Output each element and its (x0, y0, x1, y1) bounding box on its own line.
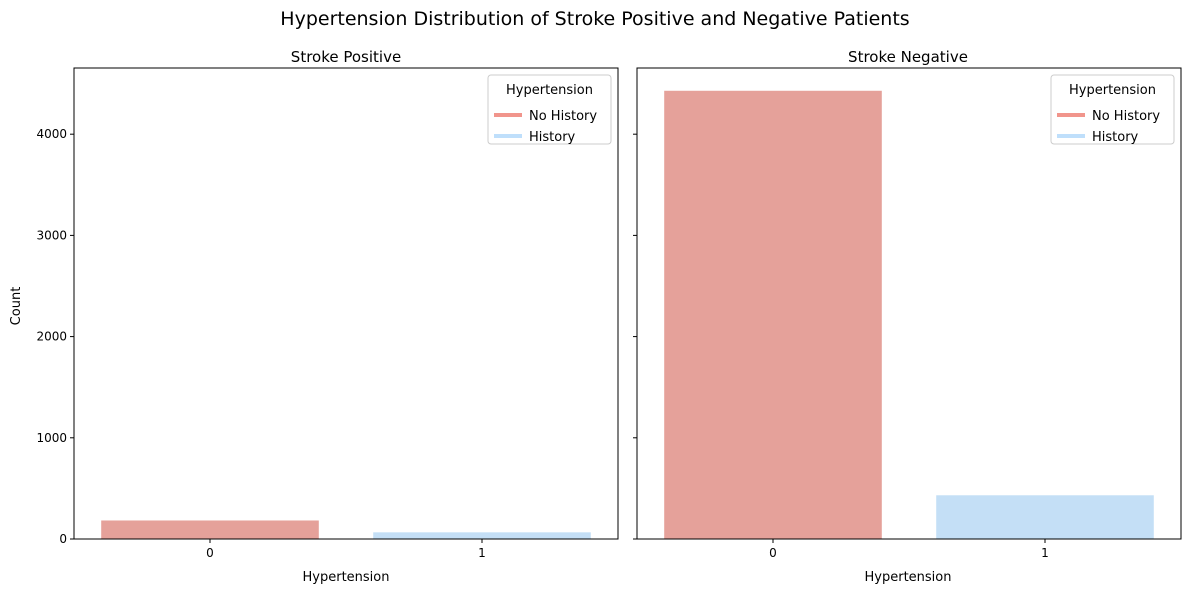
y-tick-label: 1000 (36, 431, 67, 445)
legend-box (487, 74, 612, 145)
y-tick-label: 0 (59, 532, 67, 546)
plot-frame (636, 67, 1182, 540)
legend-entry-label: No History (1092, 109, 1160, 124)
x-tick-label: 1 (478, 546, 486, 560)
y-axis-label: Count (9, 287, 24, 326)
plot-frame (73, 67, 619, 540)
bar-0 (664, 90, 882, 539)
x-tick-label: 0 (206, 546, 214, 560)
x-tick-label: 1 (1041, 546, 1049, 560)
x-tick-label: 0 (769, 546, 777, 560)
figure-suptitle: Hypertension Distribution of Stroke Posi… (280, 8, 909, 30)
legend: Hypertension No History History (1050, 74, 1175, 145)
legend-title: Hypertension (506, 83, 593, 98)
x-axis-label: Hypertension (303, 570, 390, 585)
legend-entry-label: History (1092, 130, 1139, 145)
bar-0 (101, 520, 319, 539)
y-tick-label: 2000 (36, 330, 67, 344)
legend-entry-label: History (529, 130, 576, 145)
panel-stroke-negative: Stroke Negative Hypertension 0 1 Hypertens… (633, 48, 1182, 585)
y-tick-label: 3000 (36, 228, 67, 242)
panel-title: Stroke Positive (291, 48, 401, 66)
bar-1 (373, 532, 591, 539)
legend: Hypertension No History History (487, 74, 612, 145)
bar-1 (936, 495, 1154, 539)
panel-title: Stroke Negative (848, 48, 968, 66)
x-axis-label: Hypertension (865, 570, 952, 585)
legend-entry-label: No History (529, 109, 597, 124)
panel-stroke-positive: Stroke Positive Count Hypertension 0 1000… (9, 48, 619, 585)
legend-box (1050, 74, 1175, 145)
legend-title: Hypertension (1069, 83, 1156, 98)
y-tick-label: 4000 (36, 127, 67, 141)
